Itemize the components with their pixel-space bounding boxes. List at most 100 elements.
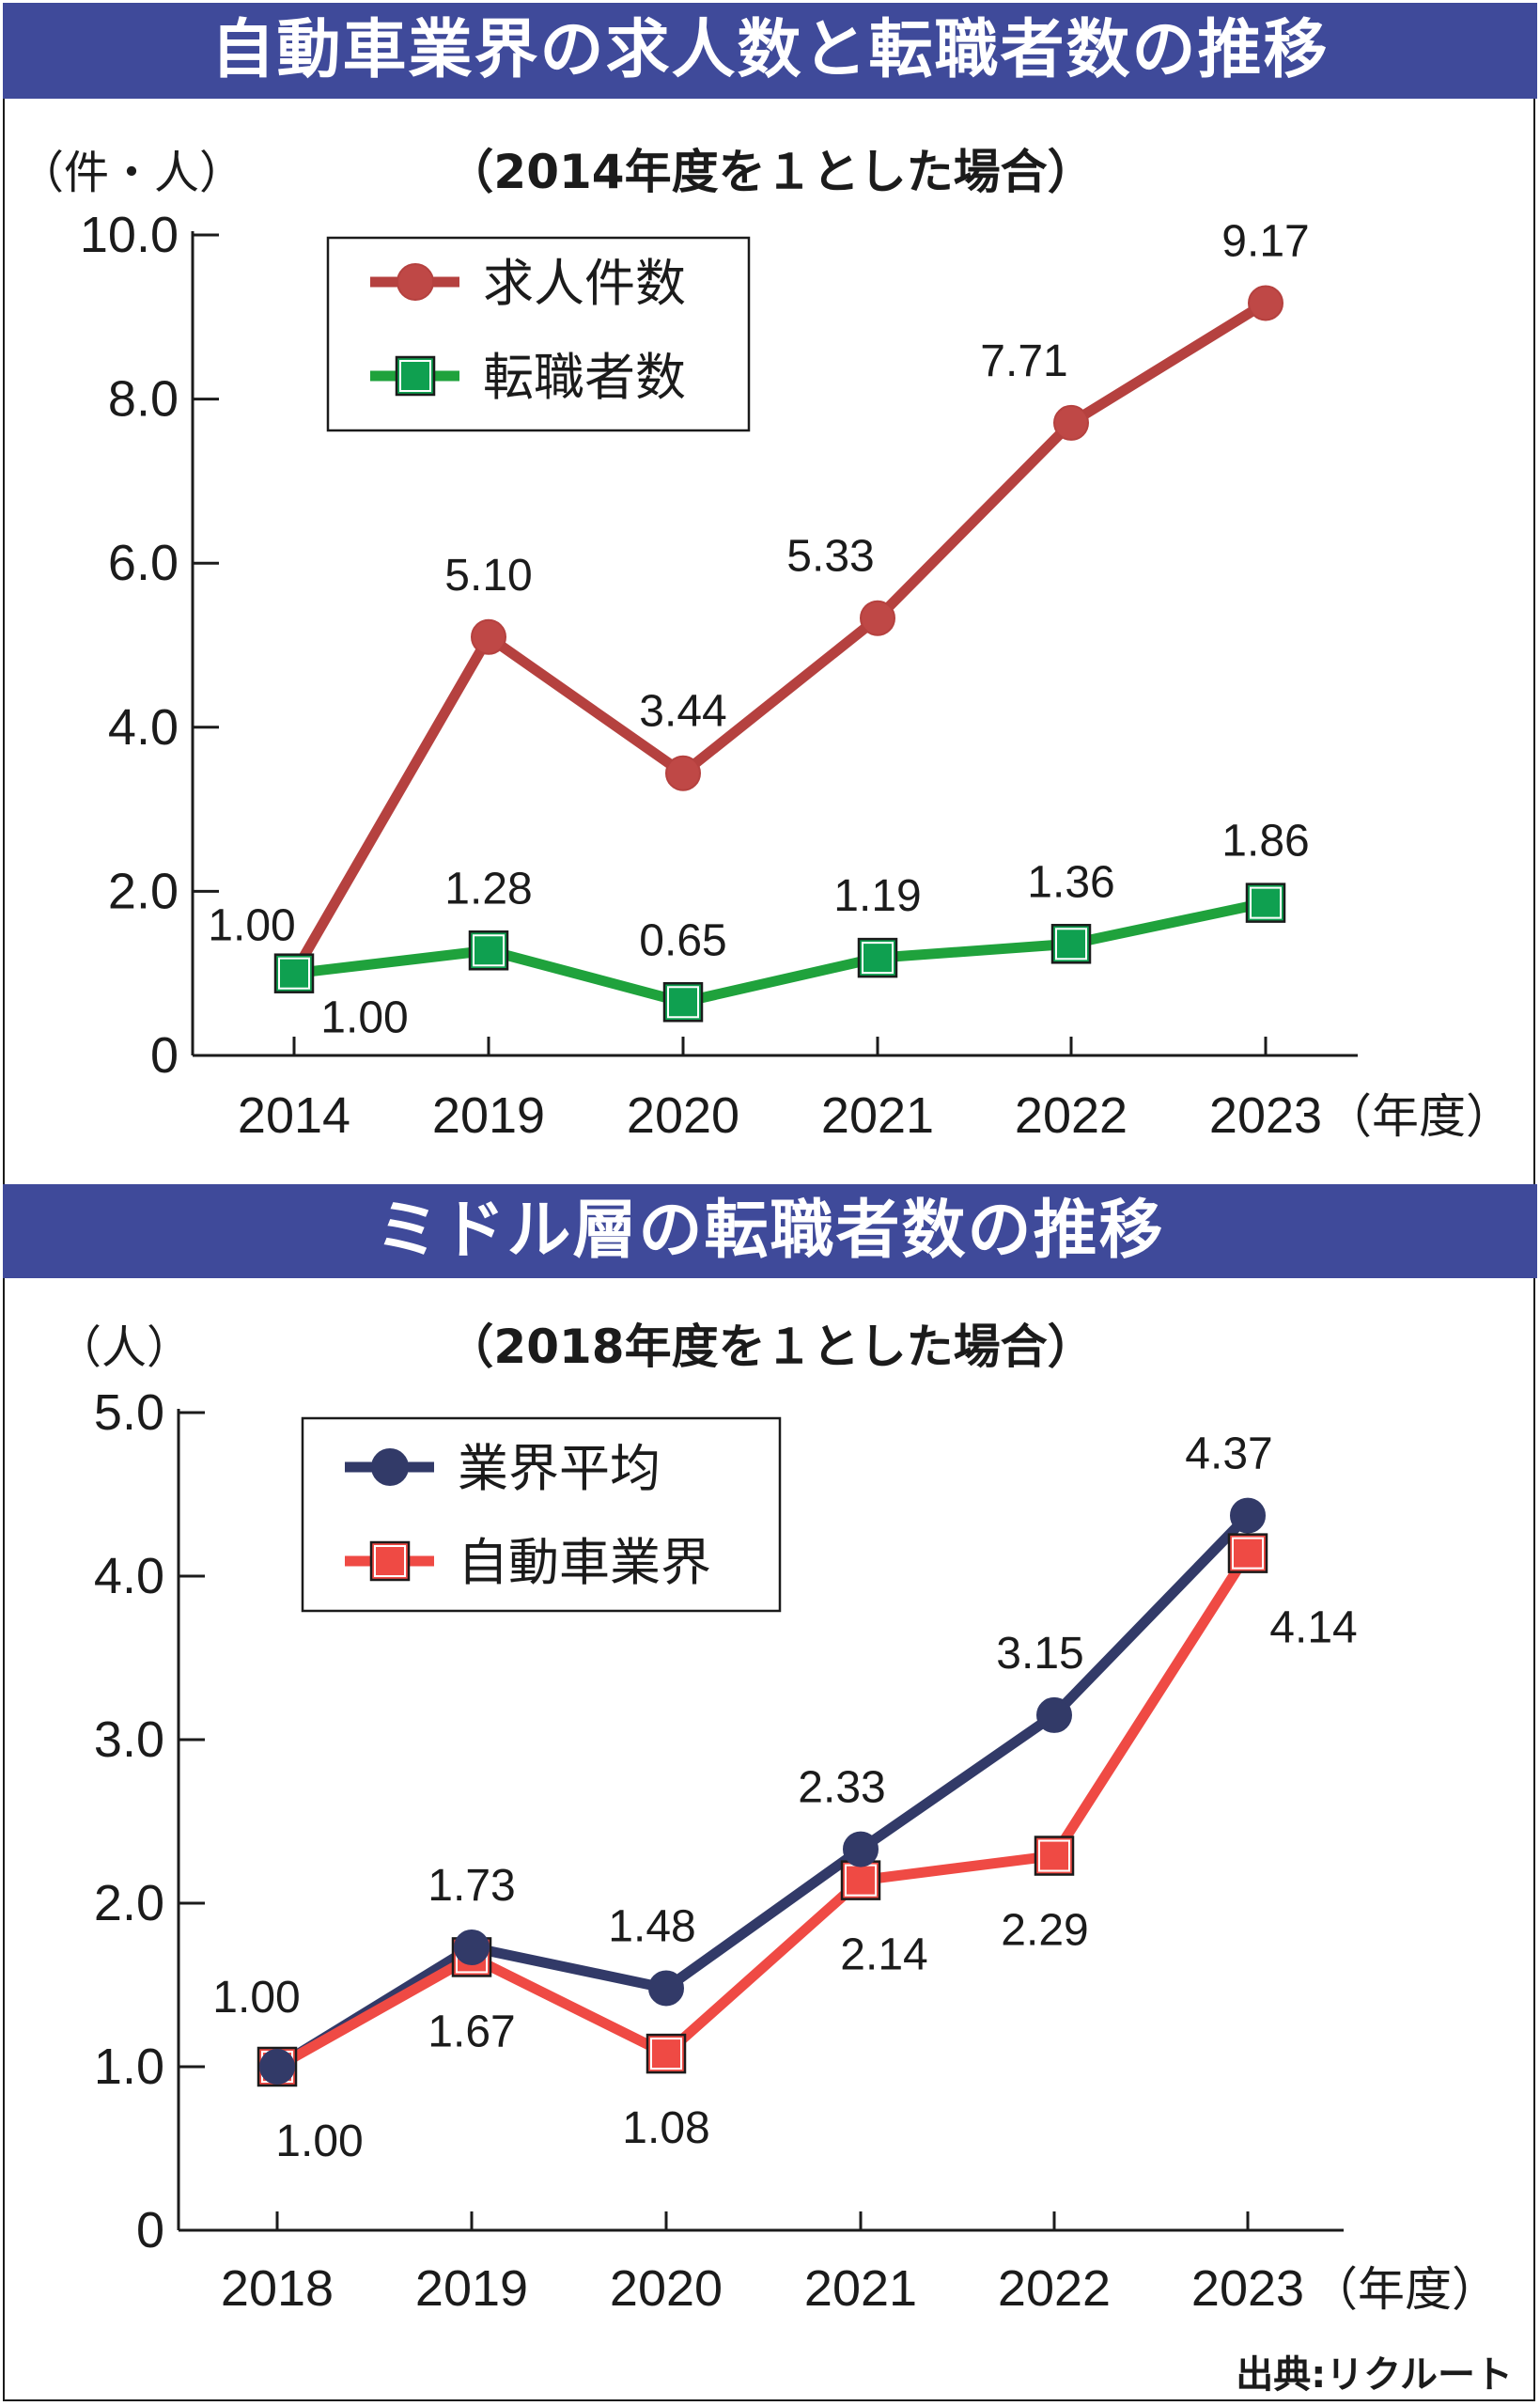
- chart1-y-tick-label: 4.0: [108, 699, 179, 756]
- chart1-legend-label: 転職者数: [483, 348, 686, 407]
- chart1-x-tick-label: 2020: [627, 1087, 739, 1144]
- chart2-legend-marker-自動車業界: [369, 1540, 411, 1582]
- chart2-data-label: 4.37: [1185, 1430, 1272, 1479]
- chart1-point-転職者数: [468, 930, 509, 971]
- chart1-y-tick-label: 6.0: [108, 535, 179, 591]
- chart1-point-求人件数: [665, 755, 701, 791]
- chart2-y-tick-label: 2.0: [94, 1875, 164, 1931]
- chart2-legend-label: 自動車業界: [458, 1533, 711, 1592]
- chart1-point-inner-転職者数: [278, 957, 310, 990]
- chart2-point-業界平均: [843, 1831, 879, 1867]
- chart2-legend-marker-inner-自動車業界: [374, 1545, 406, 1577]
- chart1-point-求人件数: [1053, 404, 1089, 441]
- chart2-data-label: 1.08: [622, 2103, 709, 2153]
- chart2-title-banner: ミドル層の転職者数の推移: [3, 1184, 1537, 1278]
- chart1-x-tick-label: 2023: [1209, 1087, 1322, 1144]
- chart1-data-label: 1.00: [320, 993, 408, 1043]
- chart1-y-tick-label: 10.0: [80, 207, 179, 263]
- chart2-data-label: 2.14: [840, 1930, 927, 1980]
- chart2-legend-marker-業界平均: [371, 1448, 409, 1486]
- chart1-point-転職者数: [1245, 883, 1286, 923]
- chart1-data-label: 5.10: [444, 551, 532, 601]
- chart1-point-inner-転職者数: [1250, 886, 1282, 919]
- chart2-y-unit-label: （人）: [56, 1321, 192, 1374]
- chart2-point-自動車業界: [646, 2033, 687, 2074]
- chart1-x-tick-label: 2014: [238, 1087, 350, 1144]
- chart1-series-line-求人件数: [289, 298, 1268, 976]
- chart2-data-label: 1.48: [608, 1901, 695, 1951]
- chart2-point-業界平均: [1230, 1497, 1266, 1534]
- chart1-y-tick-label: 8.0: [108, 371, 179, 428]
- chart2-series-line-自動車業界: [274, 1550, 1252, 2071]
- chart2-point-業界平均: [648, 1970, 684, 2007]
- chart1-data-label: 0.65: [639, 915, 726, 965]
- chart1-data-label: 1.86: [1221, 817, 1309, 867]
- chart2-point-自動車業界: [1227, 1533, 1268, 1573]
- chart1-point-inner-転職者数: [862, 942, 894, 975]
- chart2-x-tick-label: 2018: [221, 2260, 334, 2317]
- source-note: 出典:リクルート: [1236, 2353, 1513, 2397]
- chart1-data-label: 9.17: [1221, 216, 1309, 266]
- chart2-point-自動車業界: [840, 1860, 881, 1900]
- chart2-point-業界平均: [454, 1929, 490, 1965]
- chart1-legend-marker-求人件数: [397, 263, 434, 301]
- chart2-x-tick-label: 2023: [1191, 2260, 1304, 2317]
- chart1-data-label: 1.28: [444, 864, 532, 914]
- chart1-point-転職者数: [273, 953, 315, 993]
- chart2-y-tick-label: 4.0: [94, 1548, 164, 1604]
- chart1-point-求人件数: [860, 600, 895, 636]
- chart1-point-転職者数: [857, 937, 898, 978]
- chart2-point-inner-自動車業界: [1038, 1839, 1070, 1872]
- chart1-point-inner-転職者数: [1055, 928, 1087, 961]
- chart1-legend-box: [326, 236, 751, 432]
- chart2-point-業界平均: [259, 2049, 295, 2085]
- chart1-x-tick-label: 2019: [432, 1087, 545, 1144]
- chart2-data-label: 2.29: [1001, 1906, 1088, 1956]
- chart2-y-tick-label: 1.0: [94, 2039, 164, 2095]
- chart2-y-tick-label: 0: [136, 2202, 164, 2258]
- chart2-point-業界平均: [1036, 1696, 1072, 1733]
- chart1-legend-label: 求人件数: [483, 254, 686, 313]
- chart2-x-tick-label: 2021: [804, 2260, 917, 2317]
- chart2-x-unit-label: （年度）: [1311, 2262, 1499, 2317]
- chart2-x-tick-label: 2022: [998, 2260, 1111, 2317]
- chart1-subtitle: （2014年度を１とした場合）: [446, 145, 1094, 199]
- chart1-data-label: 7.71: [980, 336, 1067, 386]
- chart1-x-tick-label: 2022: [1015, 1087, 1128, 1144]
- chart1-point-転職者数: [662, 982, 704, 1023]
- chart2-data-label: 1.00: [275, 2117, 363, 2166]
- chart1-data-label: 1.00: [208, 901, 295, 951]
- chart2-series-line-業界平均: [274, 1511, 1252, 2071]
- chart1-point-求人件数: [471, 618, 506, 655]
- chart2-data-label: 1.00: [212, 1973, 300, 2023]
- chart2-data-label: 4.14: [1269, 1603, 1357, 1653]
- chart1-point-求人件数: [1248, 285, 1283, 321]
- chart1-y-tick-label: 2.0: [108, 863, 179, 919]
- chart1-x-unit-label: （年度）: [1325, 1089, 1513, 1144]
- chart2-data-label: 3.15: [996, 1629, 1083, 1679]
- chart2-subtitle: （2018年度を１とした場合）: [446, 1320, 1094, 1374]
- chart1-point-inner-転職者数: [667, 986, 699, 1019]
- chart2-y-tick-label: 5.0: [94, 1384, 164, 1441]
- chart2-legend-label: 業界平均: [458, 1439, 661, 1498]
- chart1-point-転職者数: [1050, 924, 1092, 964]
- chart1-x-tick-label: 2021: [821, 1087, 934, 1144]
- chart1-point-inner-転職者数: [473, 934, 505, 967]
- chart1-y-unit-label: （件・人）: [19, 147, 244, 199]
- chart1-title-banner: 自動車業界の求人数と転職者数の推移: [3, 3, 1537, 99]
- chart2-point-inner-自動車業界: [1232, 1537, 1264, 1570]
- chart1-y-tick-label: 0: [150, 1027, 179, 1084]
- chart1-legend-marker-inner-転職者数: [399, 360, 431, 392]
- chart2-point-inner-自動車業界: [650, 2038, 682, 2070]
- chart2-data-label: 1.67: [428, 2007, 515, 2056]
- chart2-x-tick-label: 2020: [610, 2260, 723, 2317]
- chart1-series-line-転職者数: [293, 898, 1268, 1008]
- chart2-y-tick-label: 3.0: [94, 1711, 164, 1768]
- chart1-data-label: 1.19: [833, 871, 921, 921]
- chart2-point-自動車業界: [1034, 1836, 1075, 1876]
- chart2-data-label: 2.33: [798, 1763, 885, 1813]
- chart1-data-label: 5.33: [786, 532, 874, 582]
- chart2-x-tick-label: 2019: [415, 2260, 528, 2317]
